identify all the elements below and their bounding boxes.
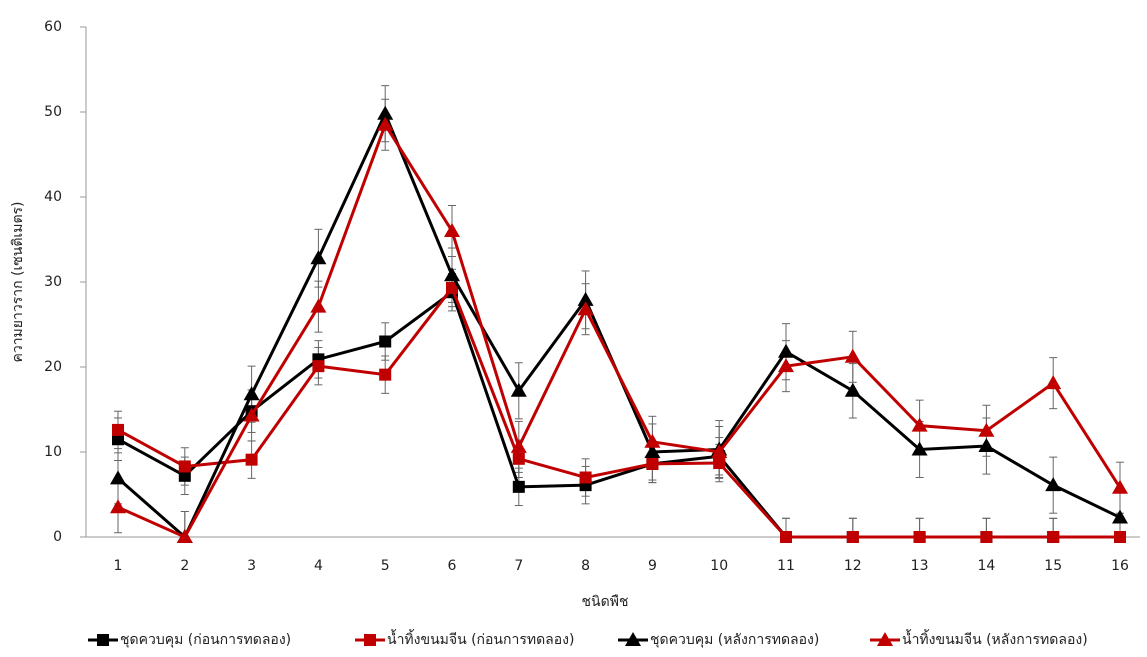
marker xyxy=(379,335,392,348)
marker xyxy=(877,632,893,646)
marker xyxy=(110,499,126,514)
marker xyxy=(579,471,592,484)
y-tick-label: 10 xyxy=(44,444,62,460)
marker xyxy=(512,452,525,465)
x-tick-label: 11 xyxy=(777,558,795,574)
series-line xyxy=(117,121,1122,539)
legend-item: น้ำทิ้งขนมจีน (ก่อนการทดลอง) xyxy=(355,629,574,648)
marker xyxy=(1114,531,1126,543)
marker xyxy=(312,360,325,373)
marker xyxy=(625,632,641,646)
marker xyxy=(780,531,792,543)
marker xyxy=(980,531,993,543)
marker xyxy=(510,382,527,397)
marker xyxy=(377,105,394,120)
marker xyxy=(713,457,726,470)
legend-item: ชุดควบคุม (ก่อนการทดลอง) xyxy=(88,632,291,648)
marker xyxy=(646,457,659,470)
marker xyxy=(379,368,392,381)
x-tick-label: 1 xyxy=(114,558,123,574)
marker xyxy=(711,444,728,458)
marker xyxy=(444,223,460,237)
x-tick-label: 16 xyxy=(1111,558,1129,574)
legend-label: น้ำทิ้งขนมจีน (หลังการทดลอง) xyxy=(902,629,1088,648)
series-line xyxy=(117,289,1120,539)
legend-label: ชุดควบคุม (หลังการทดลอง) xyxy=(650,632,819,648)
marker xyxy=(512,480,525,493)
marker xyxy=(778,358,794,373)
marker xyxy=(243,407,260,422)
x-tick-label: 9 xyxy=(648,558,657,574)
marker xyxy=(310,250,327,265)
x-tick-label: 2 xyxy=(180,558,189,574)
x-axis-label: ชนิดพืช xyxy=(582,594,629,610)
x-tick-label: 3 xyxy=(247,558,256,574)
y-tick-label: 40 xyxy=(44,189,62,205)
marker xyxy=(1047,531,1060,543)
marker xyxy=(913,531,926,543)
legend-label: ชุดควบคุม (ก่อนการทดลอง) xyxy=(120,632,291,648)
marker xyxy=(846,531,859,543)
legend-item: น้ำทิ้งขนมจีน (หลังการทดลอง) xyxy=(870,629,1088,648)
y-axis-label: ความยาวราก (เซนติเมตร) xyxy=(10,201,26,362)
x-tick-label: 10 xyxy=(710,558,728,574)
marker xyxy=(245,453,258,466)
series-line xyxy=(117,284,1120,539)
x-tick-label: 6 xyxy=(448,558,457,574)
marker xyxy=(1112,479,1128,494)
marker xyxy=(1045,477,1062,492)
marker xyxy=(444,267,460,282)
x-tick-label: 15 xyxy=(1044,558,1062,574)
marker xyxy=(978,438,995,453)
marker xyxy=(97,634,109,646)
marker xyxy=(577,291,594,306)
marker xyxy=(178,469,191,482)
marker xyxy=(911,417,928,432)
marker xyxy=(510,438,527,453)
x-tick-label: 7 xyxy=(514,558,523,574)
marker xyxy=(112,423,124,436)
y-tick-label: 60 xyxy=(44,19,62,35)
x-tick-label: 4 xyxy=(314,558,323,574)
legend-label: น้ำทิ้งขนมจีน (ก่อนการทดลอง) xyxy=(387,629,574,648)
marker xyxy=(1045,375,1062,390)
y-tick-label: 30 xyxy=(44,274,62,290)
marker xyxy=(446,281,458,294)
marker xyxy=(844,382,861,397)
marker xyxy=(110,470,126,485)
y-tick-label: 50 xyxy=(44,104,62,120)
x-tick-label: 13 xyxy=(911,558,929,574)
marker xyxy=(911,441,928,456)
marker xyxy=(778,343,794,358)
marker xyxy=(243,386,260,401)
marker xyxy=(176,529,193,543)
y-tick-label: 0 xyxy=(53,529,62,545)
marker xyxy=(577,301,594,316)
marker xyxy=(644,444,661,458)
marker xyxy=(978,422,995,437)
marker xyxy=(644,433,661,448)
marker xyxy=(310,298,327,313)
x-tick-label: 8 xyxy=(581,558,590,574)
x-tick-label: 5 xyxy=(381,558,390,574)
legend-item: ชุดควบคุม (หลังการทดลอง) xyxy=(618,632,819,648)
marker xyxy=(1112,509,1128,524)
x-tick-label: 12 xyxy=(844,558,862,574)
x-tick-label: 14 xyxy=(977,558,995,574)
marker xyxy=(112,433,124,446)
y-tick-label: 20 xyxy=(44,359,62,375)
marker xyxy=(364,634,376,646)
marker xyxy=(178,460,191,473)
marker xyxy=(377,116,394,131)
marker xyxy=(844,348,861,363)
